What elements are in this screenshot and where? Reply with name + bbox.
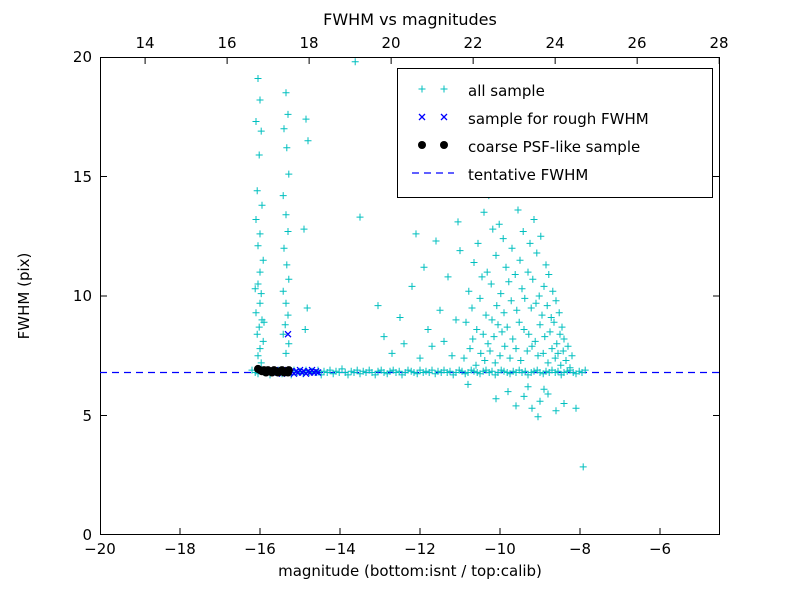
legend-marker-dashed-line-icon bbox=[410, 163, 456, 187]
top-tick-label: 14 bbox=[135, 34, 155, 52]
top-tick-label: 18 bbox=[299, 34, 319, 52]
x-axis-label: magnitude (bottom:isnt / top:calib) bbox=[278, 562, 542, 580]
x-tick-label: −20 bbox=[84, 540, 116, 558]
y-axis-label: FWHM (pix) bbox=[15, 252, 33, 340]
x-tick-label: −18 bbox=[164, 540, 196, 558]
top-tick-label: 24 bbox=[545, 34, 565, 52]
legend-item-tentative-fwhm: tentative FWHM bbox=[410, 161, 700, 189]
plot-area bbox=[100, 57, 720, 535]
legend-marker-dot-icon bbox=[410, 135, 456, 159]
y-tick-label: 0 bbox=[82, 526, 92, 544]
legend-marker-x-icon bbox=[410, 107, 456, 131]
series-coarse-psf-like-sample bbox=[254, 364, 293, 377]
legend-item-coarse-psf-like-sample: coarse PSF-like sample bbox=[410, 133, 700, 161]
x-tick-label: −10 bbox=[484, 540, 516, 558]
legend-marker-plus-icon bbox=[410, 79, 456, 103]
x-tick-label: −12 bbox=[404, 540, 436, 558]
axes-frame bbox=[100, 57, 720, 535]
top-tick-label: 22 bbox=[463, 34, 483, 52]
legend-item-sample-for-rough-fwhm: sample for rough FWHM bbox=[410, 105, 700, 133]
top-tick-label: 16 bbox=[217, 34, 237, 52]
chart-title: FWHM vs magnitudes bbox=[323, 10, 497, 29]
top-tick-label: 20 bbox=[381, 34, 401, 52]
top-tick-label: 28 bbox=[709, 34, 729, 52]
legend-item-label: sample for rough FWHM bbox=[468, 110, 649, 128]
y-tick-label: 15 bbox=[72, 168, 92, 186]
series-all-sample bbox=[248, 58, 589, 471]
legend: all sample sample for rough FWHM coarse PS… bbox=[397, 68, 713, 198]
legend-item-label: coarse PSF-like sample bbox=[468, 138, 641, 156]
y-tick-label: 5 bbox=[82, 407, 92, 425]
y-tick-label: 20 bbox=[72, 48, 92, 66]
top-tick-label: 26 bbox=[627, 34, 647, 52]
x-tick-label: −14 bbox=[324, 540, 356, 558]
x-tick-label: −6 bbox=[648, 540, 672, 558]
x-tick-label: −16 bbox=[244, 540, 276, 558]
y-tick-label: 10 bbox=[72, 287, 92, 305]
legend-item-all-sample: all sample bbox=[410, 77, 700, 105]
x-tick-label: −8 bbox=[568, 540, 592, 558]
legend-item-label: tentative FWHM bbox=[468, 166, 589, 184]
legend-item-label: all sample bbox=[468, 82, 545, 100]
